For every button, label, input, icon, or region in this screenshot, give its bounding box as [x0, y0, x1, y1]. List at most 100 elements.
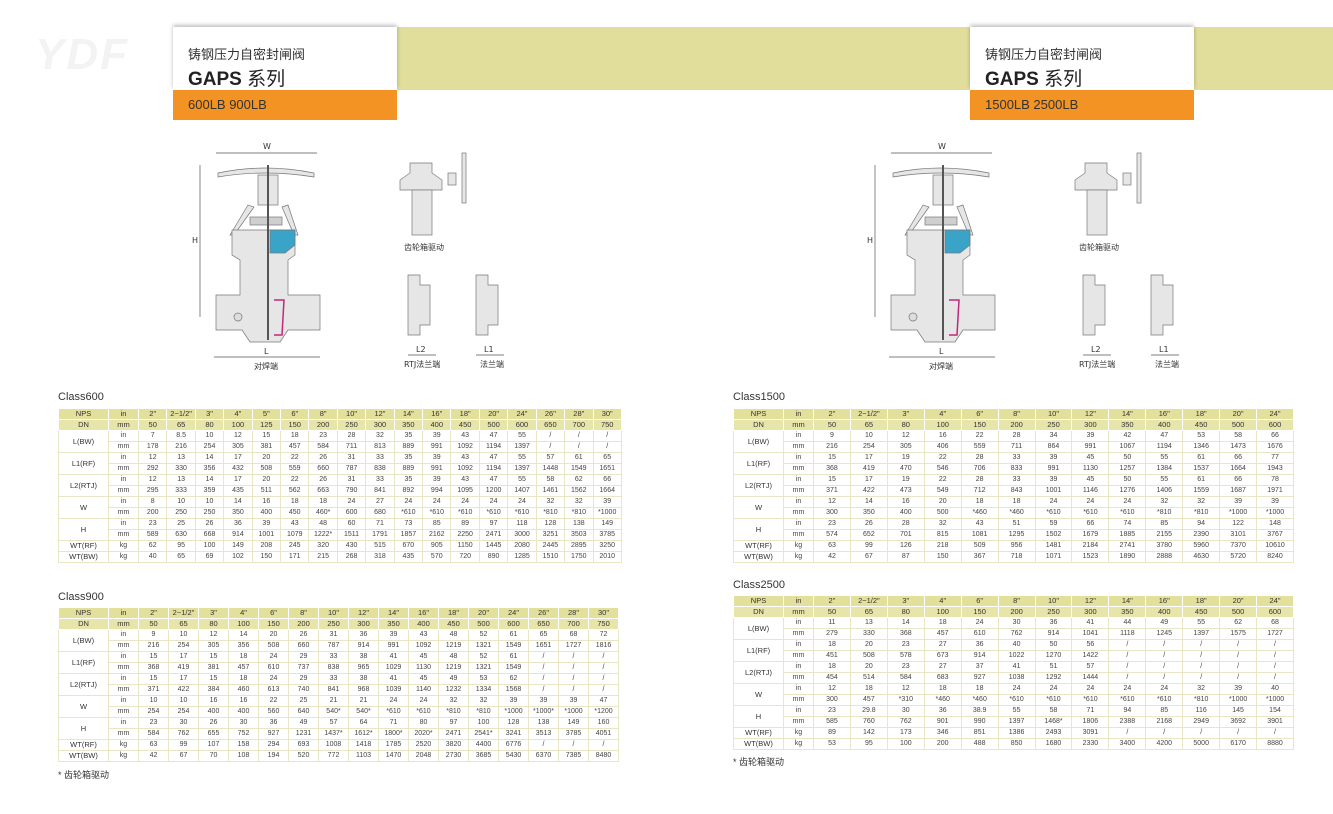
- table-cell: 29: [288, 651, 319, 663]
- table-cell: 20: [258, 629, 289, 641]
- table-row: mm 371 422 473 549 712 843 1001 1146 1276 1406 1559…: [734, 485, 1294, 497]
- table-cell: 3091: [1071, 727, 1110, 739]
- parameter-label: L2(RTJ): [58, 673, 109, 696]
- header-label: DN: [733, 606, 784, 618]
- table-cell: 45: [1071, 474, 1110, 486]
- parameter-label: H: [58, 518, 109, 541]
- nps-cell: 2−1/2": [849, 595, 888, 607]
- unit-label: in: [783, 430, 814, 442]
- table-cell: 1549: [564, 463, 594, 475]
- table-cell: 1081: [960, 529, 999, 541]
- parameter-label: L1(RF): [733, 639, 784, 662]
- table-cell: 356: [194, 463, 225, 475]
- table-cell: 57: [1071, 661, 1110, 673]
- table-cell: 435: [393, 551, 424, 563]
- table-cell: 2184: [1071, 540, 1110, 552]
- table-cell: 142: [849, 727, 888, 739]
- nps-cell: 5": [251, 408, 282, 420]
- table-cell: 36: [1034, 617, 1073, 629]
- table-cell: *610: [1108, 694, 1147, 706]
- table-cell: 1092: [450, 441, 480, 453]
- table-cell: 160: [588, 717, 619, 729]
- table-row: WT(RF) kg 63 99 126 218 509 956 1481 2184 2741 3780…: [733, 540, 1294, 552]
- unit-label: mm: [783, 650, 814, 662]
- unit-label: mm: [108, 419, 139, 431]
- unit-label: mm: [108, 507, 139, 519]
- table-cell: /: [588, 662, 619, 674]
- table-cell: 3241: [498, 728, 529, 740]
- table-cell: 95: [166, 540, 196, 552]
- table-cell: /: [1108, 639, 1147, 651]
- table-cell: 216: [813, 441, 851, 453]
- table-cell: 13: [166, 474, 196, 486]
- nps-cell: 10": [1034, 408, 1073, 420]
- table-cell: /: [528, 651, 559, 663]
- table-cell: 914: [348, 640, 379, 652]
- table-cell: 454: [813, 672, 851, 684]
- table-cell: *610: [450, 507, 480, 519]
- table-cell: 40: [137, 551, 168, 563]
- table-cell: 39: [528, 695, 559, 707]
- table-cell: 1038: [997, 672, 1036, 684]
- table-cell: /: [1219, 661, 1258, 673]
- nps-cell: 2": [138, 607, 169, 619]
- table-cell: 9: [813, 430, 851, 442]
- table-cell: 300: [813, 507, 851, 519]
- right-title-card: 铸钢压力自密封闸阀 GAPS 系列: [970, 27, 1194, 90]
- table-cell: 67: [168, 750, 199, 762]
- table-cell: 368: [886, 628, 925, 640]
- parameter-label: WT(RF): [58, 739, 109, 751]
- table-cell: 1397: [1182, 628, 1221, 640]
- unit-label: mm: [783, 441, 814, 453]
- table-cell: 40: [997, 639, 1036, 651]
- table-cell: 14: [849, 496, 888, 508]
- table-cell: 39: [251, 518, 282, 530]
- table-cell: 1257: [1108, 463, 1147, 475]
- table-cell: /: [1108, 672, 1147, 684]
- table-cell: 35: [393, 430, 424, 442]
- table-cell: 39: [1034, 452, 1073, 464]
- unit-label: in: [108, 408, 139, 420]
- table-cell: 72: [588, 629, 619, 641]
- nps-cell: 6": [960, 595, 999, 607]
- table-cell: 48: [438, 629, 469, 641]
- table-cell: 23: [308, 430, 338, 442]
- table-cell: 27: [923, 639, 962, 651]
- table-cell: 1245: [1145, 628, 1184, 640]
- table-cell: 1295: [997, 529, 1036, 541]
- unit-label: in: [783, 683, 814, 695]
- table-cell: *460: [923, 694, 962, 706]
- dn-cell: 450: [450, 419, 480, 431]
- table-cell: 540*: [348, 706, 379, 718]
- table-cell: 430: [336, 540, 367, 552]
- table-cell: /: [558, 684, 589, 696]
- table-cell: 87: [886, 551, 925, 563]
- table-cell: 145: [1219, 705, 1258, 717]
- table-cell: 559: [960, 441, 999, 453]
- table-cell: 718: [997, 551, 1036, 563]
- nps-cell: 4": [228, 607, 259, 619]
- table-cell: 60: [336, 518, 367, 530]
- table-cell: 85: [1145, 705, 1184, 717]
- table-cell: 673: [923, 650, 962, 662]
- table-cell: *610: [1145, 694, 1184, 706]
- table-cell: 39: [1071, 430, 1110, 442]
- table-cell: /: [558, 662, 589, 674]
- table-cell: 24: [960, 617, 999, 629]
- table-cell: 218: [923, 540, 962, 552]
- table-cell: 892: [393, 485, 424, 497]
- table-cell: 10: [194, 496, 225, 508]
- table-cell: 640: [288, 706, 319, 718]
- table-cell: 1562: [564, 485, 594, 497]
- table-cell: 41: [378, 673, 409, 685]
- table-cell: 1461: [535, 485, 566, 497]
- table-cell: 1437*: [318, 728, 349, 740]
- table-cell: /: [1219, 650, 1258, 662]
- table-cell: 559: [280, 463, 310, 475]
- table-cell: 578: [886, 650, 925, 662]
- table-cell: 752: [228, 728, 259, 740]
- nps-cell: 2": [813, 595, 851, 607]
- table-cell: 15: [813, 474, 851, 486]
- table-cell: 23: [813, 518, 851, 530]
- dim-label-h: H: [867, 236, 873, 245]
